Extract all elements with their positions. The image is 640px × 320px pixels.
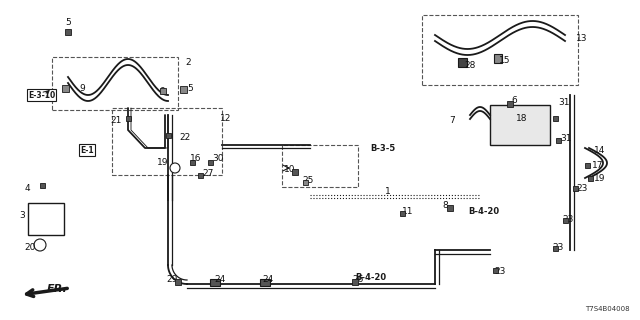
Bar [52,57,178,110]
Text: 4: 4 [24,183,30,193]
Text: E-1: E-1 [80,146,94,155]
Text: 24: 24 [262,276,274,284]
Bar [507,101,513,107]
Text: 16: 16 [190,154,202,163]
Circle shape [34,239,46,251]
Text: 23: 23 [552,244,564,252]
Bar [352,279,358,285]
Text: 3: 3 [19,211,25,220]
Bar [207,159,212,164]
Bar [125,116,131,121]
Bar [160,88,166,94]
Bar [292,169,298,175]
Text: 20: 20 [24,244,36,252]
Bar [584,163,589,167]
Bar [65,29,71,35]
Text: 21: 21 [110,116,122,124]
Text: 1: 1 [385,188,391,196]
Text: T7S4B04008: T7S4B04008 [586,306,630,312]
Bar [303,180,307,185]
Bar [189,159,195,164]
Text: 5: 5 [65,18,71,27]
Text: 14: 14 [595,146,605,155]
Bar [556,138,561,142]
Text: 31: 31 [558,98,570,107]
Bar [61,84,68,92]
Text: 15: 15 [499,55,511,65]
Bar [112,108,222,175]
Bar [563,218,568,222]
Text: 11: 11 [403,207,413,217]
Bar [210,278,220,285]
Text: 30: 30 [212,154,224,163]
Text: 9: 9 [159,86,165,95]
Text: 19: 19 [157,157,169,166]
Text: 19: 19 [595,173,605,182]
Bar [573,186,577,190]
Text: 6: 6 [511,95,517,105]
Bar [198,172,202,178]
Circle shape [170,163,180,173]
Text: 28: 28 [464,60,476,69]
Bar [490,105,550,145]
Text: 24: 24 [214,276,226,284]
Bar [166,132,170,138]
Text: 18: 18 [516,114,528,123]
Text: B-3-5: B-3-5 [370,143,396,153]
Text: 25: 25 [302,175,314,185]
Text: 8: 8 [442,201,448,210]
Text: 9: 9 [79,84,85,92]
Text: 13: 13 [576,34,588,43]
Bar [179,85,186,92]
Text: 29: 29 [166,276,178,284]
Bar [588,175,593,180]
Text: 7: 7 [449,116,455,124]
Text: 23: 23 [494,268,506,276]
Text: 31: 31 [560,133,572,142]
Text: 17: 17 [592,161,604,170]
Text: FR.: FR. [47,284,68,294]
Bar [399,211,404,215]
Text: 5: 5 [187,84,193,92]
Text: 22: 22 [179,132,191,141]
Text: B-4-20: B-4-20 [355,274,386,283]
Text: 27: 27 [202,169,214,178]
Bar [494,53,502,62]
Text: 10: 10 [284,164,296,173]
Text: E-3-10: E-3-10 [28,91,55,100]
Text: 26: 26 [352,276,364,284]
Bar [282,145,358,187]
Text: B-4-20: B-4-20 [468,207,499,217]
Bar [458,58,467,67]
Bar [552,116,557,121]
Bar [447,205,453,211]
Text: 2: 2 [185,58,191,67]
Bar [28,203,64,235]
Bar [260,278,270,285]
Bar [40,182,45,188]
Bar [422,15,578,85]
Bar [493,268,497,273]
Text: 12: 12 [220,114,232,123]
Text: 23: 23 [576,183,588,193]
Bar [175,279,181,285]
Bar [552,245,557,251]
Text: 23: 23 [563,215,573,225]
